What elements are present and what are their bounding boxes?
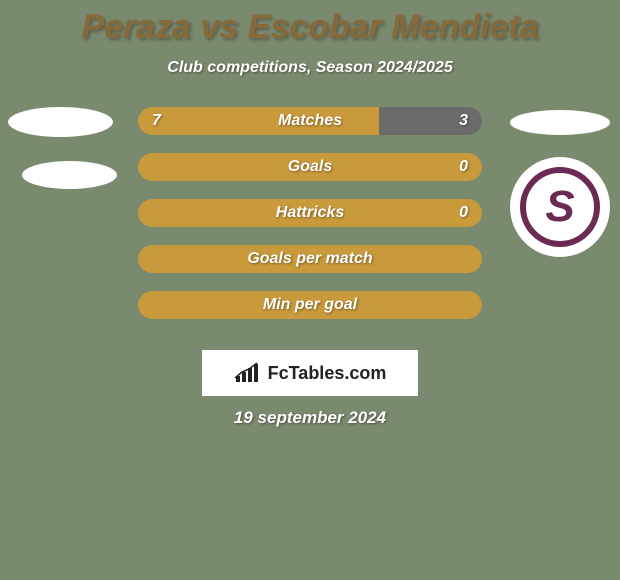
bar-label: Matches	[278, 112, 342, 130]
bar-row: Matches 7 3	[138, 107, 482, 135]
player-right-marker	[510, 110, 610, 135]
bar-row: Goals per match	[138, 245, 482, 273]
player-left-marker	[8, 107, 113, 137]
bar-row: Goals 0	[138, 153, 482, 181]
comparison-bars: Matches 7 3 Goals 0 Hattricks 0 Goals per match…	[138, 107, 482, 337]
bar-value-left: 7	[152, 112, 161, 130]
date: 19 september 2024	[234, 408, 386, 428]
bar-value-right: 3	[459, 112, 468, 130]
bar-label: Goals	[288, 158, 332, 176]
bar-label: Hattricks	[276, 204, 344, 222]
bar-value-right: 0	[459, 158, 468, 176]
bar-row: Min per goal	[138, 291, 482, 319]
title: Peraza vs Escobar Mendieta	[0, 0, 620, 47]
club-badge-ring: S	[520, 167, 600, 247]
source-logo-text: FcTables.com	[268, 363, 387, 384]
player-left-marker-2	[22, 161, 117, 189]
comparison-infographic: Peraza vs Escobar Mendieta Club competit…	[0, 0, 620, 580]
bar-chart-icon	[234, 362, 262, 384]
bar-left-fill	[138, 107, 379, 135]
club-badge-letter: S	[545, 182, 574, 232]
bar-row: Hattricks 0	[138, 199, 482, 227]
bar-label: Goals per match	[247, 250, 372, 268]
bar-value-right: 0	[459, 204, 468, 222]
subtitle: Club competitions, Season 2024/2025	[0, 59, 620, 77]
bar-label: Min per goal	[263, 296, 357, 314]
source-logo: FcTables.com	[202, 350, 418, 396]
club-badge: S	[510, 157, 610, 257]
